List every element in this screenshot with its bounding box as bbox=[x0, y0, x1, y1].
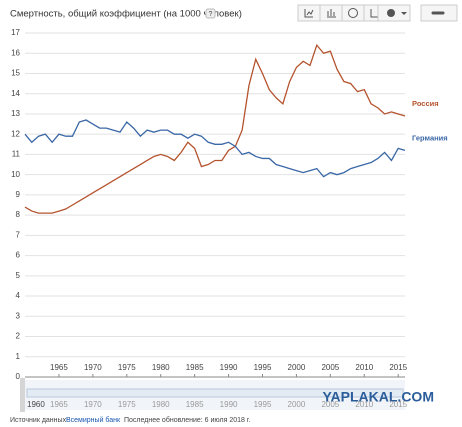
timeline-label: 1965 bbox=[50, 400, 68, 409]
x-tick-label: 1980 bbox=[152, 363, 170, 372]
timeline-label: 2015 bbox=[389, 400, 407, 409]
y-tick-label: 10 bbox=[11, 170, 20, 179]
x-tick-label: 1965 bbox=[50, 363, 68, 372]
x-tick-label: 2015 bbox=[389, 363, 407, 372]
help-button[interactable] bbox=[205, 8, 216, 19]
last-updated: Последнее обновление: 6 июля 2018 г. bbox=[124, 416, 251, 424]
icon bbox=[348, 8, 358, 18]
source-link[interactable]: Всемирный банк bbox=[66, 416, 121, 424]
icon bbox=[304, 9, 314, 18]
help-icon[interactable]: ? bbox=[209, 11, 213, 18]
y-tick-label: 14 bbox=[11, 89, 20, 98]
y-tick-label: 9 bbox=[16, 190, 21, 199]
x-tick-label: 1985 bbox=[186, 363, 204, 372]
y-tick-label: 4 bbox=[16, 291, 21, 300]
line bbox=[24, 119, 406, 178]
toolbar bbox=[297, 4, 458, 22]
y-tick-label: 17 bbox=[11, 28, 20, 37]
x-tick-label: 1995 bbox=[254, 363, 272, 372]
x-tick-label: 2005 bbox=[321, 363, 339, 372]
y-tick-label: 5 bbox=[16, 271, 21, 280]
y-tick-label: 1 bbox=[16, 352, 21, 361]
source-label: Источник данных: bbox=[10, 417, 68, 424]
icon bbox=[387, 9, 395, 17]
watermark: YAPLAKAL.COM bbox=[323, 389, 435, 405]
x-tick-label: 2010 bbox=[355, 363, 373, 372]
timeline-label: 1985 bbox=[186, 400, 204, 409]
y-tick-label: 12 bbox=[11, 129, 20, 138]
x-tick-label: 1990 bbox=[220, 363, 238, 372]
y-tick-label: 2 bbox=[16, 332, 21, 341]
timeline-handle[interactable] bbox=[20, 378, 25, 412]
y-tick-label: 3 bbox=[16, 311, 21, 320]
timeline-label: 1980 bbox=[152, 400, 170, 409]
timeline-label: 1995 bbox=[254, 400, 272, 409]
y-tick-label: 6 bbox=[16, 251, 21, 260]
timeline-label: 1970 bbox=[84, 400, 102, 409]
chart-title: Смертность, общий коэффициент (на 1000 ч… bbox=[10, 9, 242, 20]
x-tick-label: 1975 bbox=[118, 363, 136, 372]
y-tick-label: 8 bbox=[16, 210, 21, 219]
legend-label: Россия bbox=[412, 99, 439, 108]
map-button[interactable] bbox=[341, 4, 365, 22]
icon bbox=[370, 9, 379, 18]
x-tick-label: 1970 bbox=[84, 363, 102, 372]
y-tick-label: 15 bbox=[11, 69, 20, 78]
timeline-label: 2005 bbox=[321, 400, 339, 409]
x-tick-label: 2000 bbox=[288, 363, 306, 372]
icon bbox=[327, 9, 336, 18]
timeline-label: 1975 bbox=[118, 400, 136, 409]
y-tick-label: 0 bbox=[16, 372, 21, 381]
y-tick-label: 16 bbox=[11, 48, 20, 57]
y-tick-label: 11 bbox=[12, 150, 21, 159]
line bbox=[24, 43, 406, 214]
icon bbox=[401, 12, 407, 15]
timeline-label: 2000 bbox=[288, 400, 306, 409]
legend-label: Германия bbox=[412, 133, 448, 142]
timeline-label: 1990 bbox=[220, 400, 238, 409]
timeline-label: 2010 bbox=[355, 400, 373, 409]
y-tick-label: 7 bbox=[16, 230, 21, 239]
y-tick-label: 13 bbox=[11, 109, 20, 118]
timeline-range[interactable] bbox=[26, 388, 404, 398]
timeline-label: 1960 bbox=[27, 400, 45, 409]
line-chart-button[interactable] bbox=[297, 4, 321, 22]
